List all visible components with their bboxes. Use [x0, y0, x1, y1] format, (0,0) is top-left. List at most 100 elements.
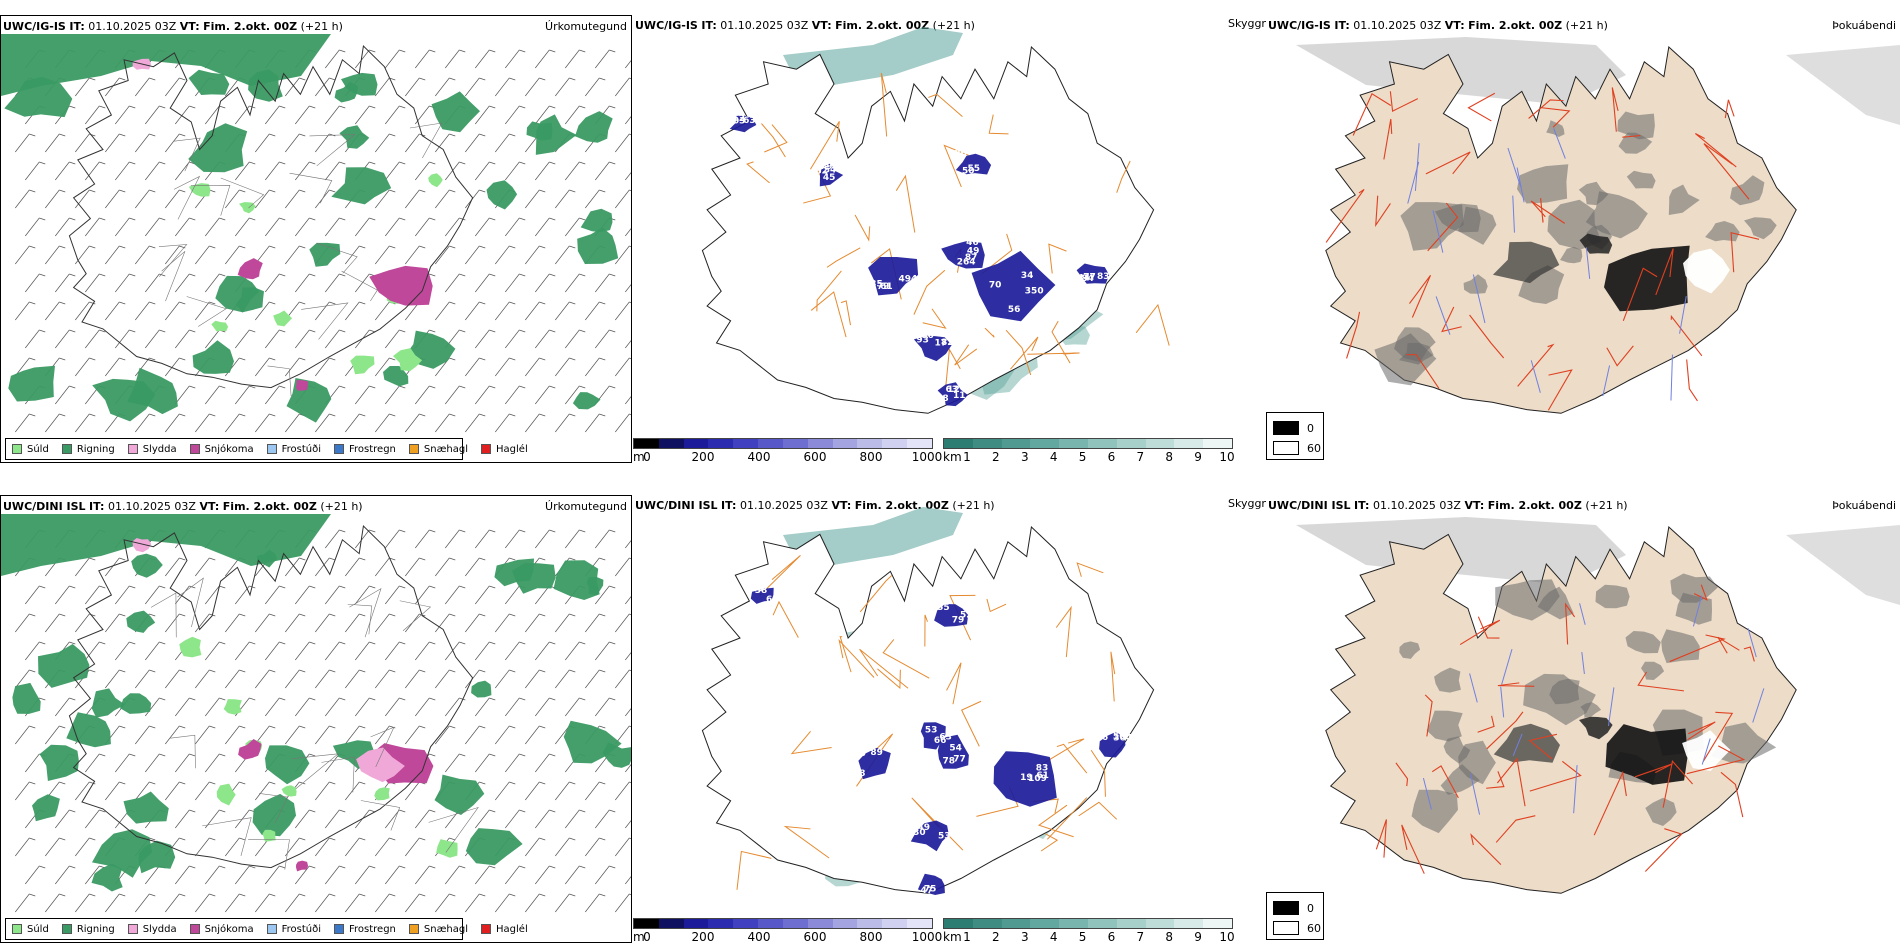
legend-item: Frostregn [334, 924, 396, 935]
panel-title-right: Úrkomutegund [545, 20, 627, 34]
cloud-height-label: 75 [924, 885, 937, 895]
sky-legend-row: 60 [1273, 921, 1321, 935]
tick-label: 800 [859, 930, 883, 944]
fog-indicator-panel: UWC/IG-IS IT: 01.10.2025 03Z VT: Fim. 2.… [1266, 15, 1900, 465]
cloud-height-label: 494 [899, 274, 918, 284]
precip-legend: Súld Rigning Slydda Snjókoma Frostúði Frostre… [5, 918, 528, 940]
cloud-height-label: 53 [925, 725, 938, 735]
unit-label: km [943, 930, 962, 944]
tick-label: 600 [803, 930, 827, 944]
scale-unit: m [633, 450, 645, 464]
scale-cell [1030, 439, 1060, 448]
vt-label: VT: [199, 500, 220, 513]
scale-cell [683, 919, 709, 928]
cloud-height-label: 77 [953, 755, 966, 765]
legend-swatch [481, 924, 492, 934]
legend-item: Snæhagl [408, 444, 468, 455]
tick-label: 3 [1020, 930, 1029, 944]
tick-label: 0 [643, 930, 651, 944]
it-value: 01.10.2025 03Z [1372, 499, 1461, 512]
tick-label: 400 [747, 450, 771, 464]
cloud-height-label: 56 [1008, 305, 1021, 315]
scale-unit: km [943, 450, 962, 464]
legend-label: Frostúði [281, 443, 321, 455]
scale-cell [857, 919, 883, 928]
scale-unit: m [633, 930, 645, 944]
vt-value: Fim. 2.okt. 00Z [1487, 499, 1582, 512]
panel-title-right: Þokuábendi [1832, 19, 1896, 33]
cloud-height-label: 55 [968, 164, 981, 174]
tick-label: 10 [1219, 450, 1235, 464]
cloud-height-label: 54 [824, 166, 837, 176]
cloud-height-label: 93 [916, 335, 929, 345]
sky-title: Skyggni [1228, 17, 1271, 31]
tick-label: 5 [1078, 450, 1087, 464]
scale-cell [758, 439, 783, 448]
cloud-height-label: 63 [946, 385, 959, 395]
cloud-height-label: 44 [1078, 274, 1091, 284]
legend-label: Frostregn [349, 923, 396, 935]
visibility-scale: km 1 2 3 4 5 6 7 8 9 10 [943, 438, 1235, 472]
legend-item: Snjókoma [189, 443, 254, 455]
legend-label: Haglél [496, 443, 528, 455]
cloud-height-label: 56 [853, 749, 866, 759]
legend-item: Frostúði [266, 924, 321, 935]
tick-label: 7 [1136, 450, 1145, 464]
vt-label: VT: [831, 499, 852, 512]
unit-label: m [633, 450, 645, 464]
scale-cell [1030, 919, 1060, 928]
model-name: UWC/IG-IS [3, 20, 66, 33]
legend-item: Súld [12, 924, 49, 935]
scale-cell [733, 919, 759, 928]
legend-item: Súld [12, 444, 49, 455]
scale-cell [882, 919, 908, 928]
legend-label: Snjókoma [204, 443, 254, 455]
legend-item: Haglél [481, 444, 528, 455]
cloud-height-label: 82 [941, 338, 954, 348]
tick-label: 1 [963, 930, 971, 944]
cloud-height-label: 12 [947, 385, 960, 395]
scale-cell [1059, 439, 1088, 448]
legend-swatch [266, 924, 277, 934]
scale-cell [1145, 439, 1175, 448]
panel-header: UWC/DINI ISL IT: 01.10.2025 03Z VT: Fim.… [1268, 499, 1628, 513]
model-name: UWC/IG-IS [635, 19, 698, 32]
scale-ticks: 1 2 3 4 5 6 7 8 9 10 [943, 930, 1234, 946]
scale-cell [832, 439, 858, 448]
legend-item: Slydda [127, 444, 177, 455]
cloud-height-label: 49 [967, 247, 980, 257]
legend-swatch [189, 924, 200, 934]
sky-legend: 0 60 [1266, 412, 1324, 460]
cloud-height-label: 86 [954, 149, 967, 159]
scale-cell [782, 439, 808, 448]
legend-swatch [127, 924, 138, 934]
vt-label: VT: [179, 20, 200, 33]
cloud-height-label: 34 [1021, 271, 1034, 281]
legend-swatch [189, 444, 200, 454]
tick-label: 800 [859, 450, 883, 464]
it-value: 01.10.2025 03Z [1353, 19, 1442, 32]
vt-value: Fim. 2.okt. 00Z [222, 500, 317, 513]
scale-ticks: 1 2 3 4 5 6 7 8 9 10 [943, 450, 1235, 466]
scale-cell [944, 439, 973, 448]
sky-swatch [1273, 441, 1299, 455]
cloud-height-label: 186 [915, 331, 934, 341]
tick-label: 6 [1107, 930, 1116, 944]
vt-value: Fim. 2.okt. 00Z [835, 19, 930, 32]
cloud-height-label: 77 [1083, 273, 1096, 283]
legend-swatch [266, 444, 277, 454]
cloud-height-label: 61 [1036, 771, 1049, 781]
panel-title-right: Úrkomutegund [545, 500, 627, 514]
scale-cell [857, 439, 883, 448]
scale-cell [972, 919, 1002, 928]
cloud-height-label: 03 [733, 117, 746, 127]
legend-swatch [61, 444, 72, 454]
it-label: IT: [1354, 499, 1370, 512]
cloud-height-label: 53 [938, 831, 951, 841]
it-value: 01.10.2025 03Z [88, 20, 177, 33]
cloud-height-label: 109 [1028, 774, 1047, 784]
vt-label: VT: [811, 19, 832, 32]
lead-time: (+21 h) [932, 19, 975, 32]
unit-label: m [633, 930, 645, 944]
cloud-height-label: 68 [936, 394, 949, 404]
